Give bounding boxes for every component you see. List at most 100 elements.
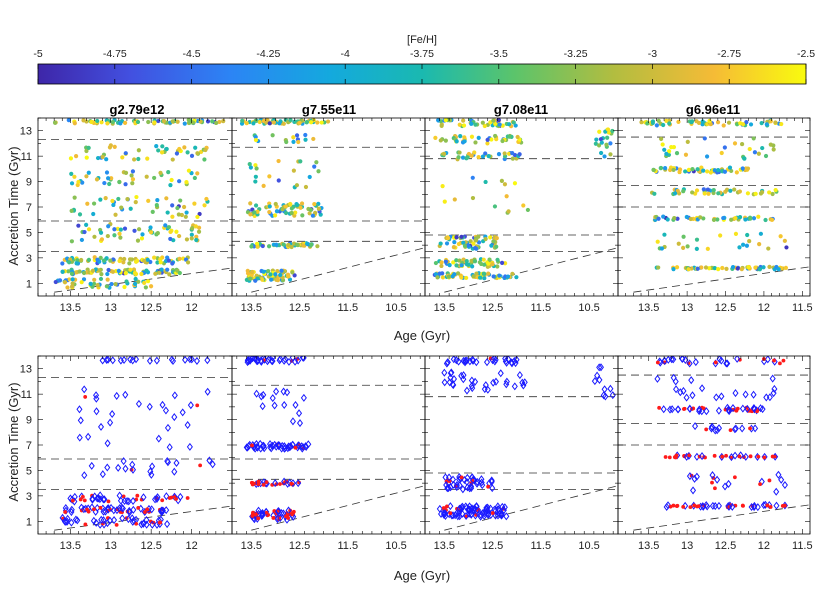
star-point xyxy=(757,267,763,272)
star-point xyxy=(746,265,751,270)
star-point-red xyxy=(251,510,255,515)
star-point xyxy=(268,272,273,277)
star-point-red xyxy=(704,427,709,432)
star-point-diamond xyxy=(67,494,74,503)
star-point xyxy=(168,229,173,235)
star-point xyxy=(662,232,667,237)
xtick-label: 13.5 xyxy=(60,302,81,314)
colorbar: [Fe/H] -5 -4.75 -4.5 -4.25 -4 -3.75 -3.5 -3.25-… xyxy=(33,34,815,85)
star-point-diamond xyxy=(296,419,304,428)
star-point-diamond xyxy=(698,407,705,416)
star-point xyxy=(704,154,710,159)
star-point xyxy=(732,187,737,192)
star-point-red xyxy=(778,361,782,366)
star-point-diamond xyxy=(492,511,499,520)
star-point-red xyxy=(136,505,141,510)
star-point xyxy=(111,202,116,208)
star-point xyxy=(767,264,772,269)
star-point xyxy=(443,138,448,143)
star-point-red xyxy=(713,360,718,365)
star-point xyxy=(605,135,610,140)
star-point xyxy=(500,260,505,265)
star-point xyxy=(672,216,677,221)
star-point-diamond xyxy=(68,518,75,527)
star-point xyxy=(662,166,668,171)
star-point xyxy=(305,241,310,246)
diagonal-line xyxy=(54,267,232,293)
star-point-diamond xyxy=(692,422,699,431)
star-point xyxy=(676,241,681,246)
star-point xyxy=(82,229,87,235)
star-point xyxy=(718,233,723,238)
star-point xyxy=(192,201,197,206)
star-point-diamond xyxy=(193,356,200,366)
star-point xyxy=(174,229,179,234)
star-point xyxy=(170,203,175,208)
xtick-label: 11.5 xyxy=(792,302,813,314)
star-point xyxy=(253,203,259,208)
star-point-diamond xyxy=(143,515,150,525)
star-point-diamond xyxy=(253,389,260,398)
star-point-diamond xyxy=(252,444,259,453)
star-point-red xyxy=(768,505,773,509)
star-point xyxy=(494,244,499,249)
star-point xyxy=(722,145,727,150)
star-point-diamond xyxy=(444,358,451,367)
ytick-label: 1 xyxy=(26,516,32,528)
star-point xyxy=(761,265,766,270)
star-point xyxy=(719,150,724,156)
star-point xyxy=(253,137,259,143)
star-point-diamond xyxy=(729,404,736,413)
star-point xyxy=(145,257,150,262)
star-point xyxy=(136,148,141,153)
star-point-diamond xyxy=(280,387,287,396)
star-point-red xyxy=(696,504,701,509)
star-point xyxy=(313,210,318,215)
star-point xyxy=(462,243,468,248)
star-point xyxy=(708,122,713,127)
star-point xyxy=(148,225,153,230)
star-point-diamond xyxy=(61,517,68,526)
star-point xyxy=(665,217,670,222)
star-point-diamond xyxy=(732,451,739,460)
star-point xyxy=(68,156,74,161)
star-point-red xyxy=(724,453,728,458)
star-point-diamond xyxy=(149,462,156,471)
star-point-diamond xyxy=(281,442,288,451)
star-point xyxy=(253,179,258,184)
star-point xyxy=(105,121,110,126)
star-point-red xyxy=(78,497,83,502)
star-point-red xyxy=(663,455,668,459)
star-point-diamond xyxy=(673,385,680,394)
star-point-diamond xyxy=(484,385,491,394)
star-point xyxy=(695,167,700,172)
star-point xyxy=(92,255,97,260)
xtick-label: 11.5 xyxy=(531,302,552,314)
star-point xyxy=(245,271,251,276)
star-point-diamond xyxy=(244,358,251,367)
star-point-red xyxy=(655,360,660,365)
panel-plot-area xyxy=(38,356,232,531)
star-point-diamond xyxy=(93,407,100,416)
star-point xyxy=(492,204,498,209)
star-point-diamond xyxy=(153,494,160,503)
star-point xyxy=(694,119,699,124)
star-point xyxy=(443,118,448,123)
star-point-red xyxy=(82,498,87,503)
xtick-label: 13.5 xyxy=(241,302,262,314)
xtick-label: 12.5 xyxy=(482,302,503,314)
star-point-diamond xyxy=(289,356,296,362)
star-point xyxy=(442,199,447,204)
star-point xyxy=(69,271,75,276)
star-point xyxy=(757,242,762,247)
star-point-diamond xyxy=(723,359,730,368)
star-point xyxy=(160,144,165,149)
star-point-red xyxy=(250,514,255,518)
star-point-red xyxy=(250,482,255,487)
star-point xyxy=(476,155,481,160)
star-point xyxy=(202,157,207,162)
star-point xyxy=(485,141,490,146)
star-point xyxy=(195,214,200,220)
star-point xyxy=(254,166,259,171)
star-point xyxy=(110,119,115,125)
